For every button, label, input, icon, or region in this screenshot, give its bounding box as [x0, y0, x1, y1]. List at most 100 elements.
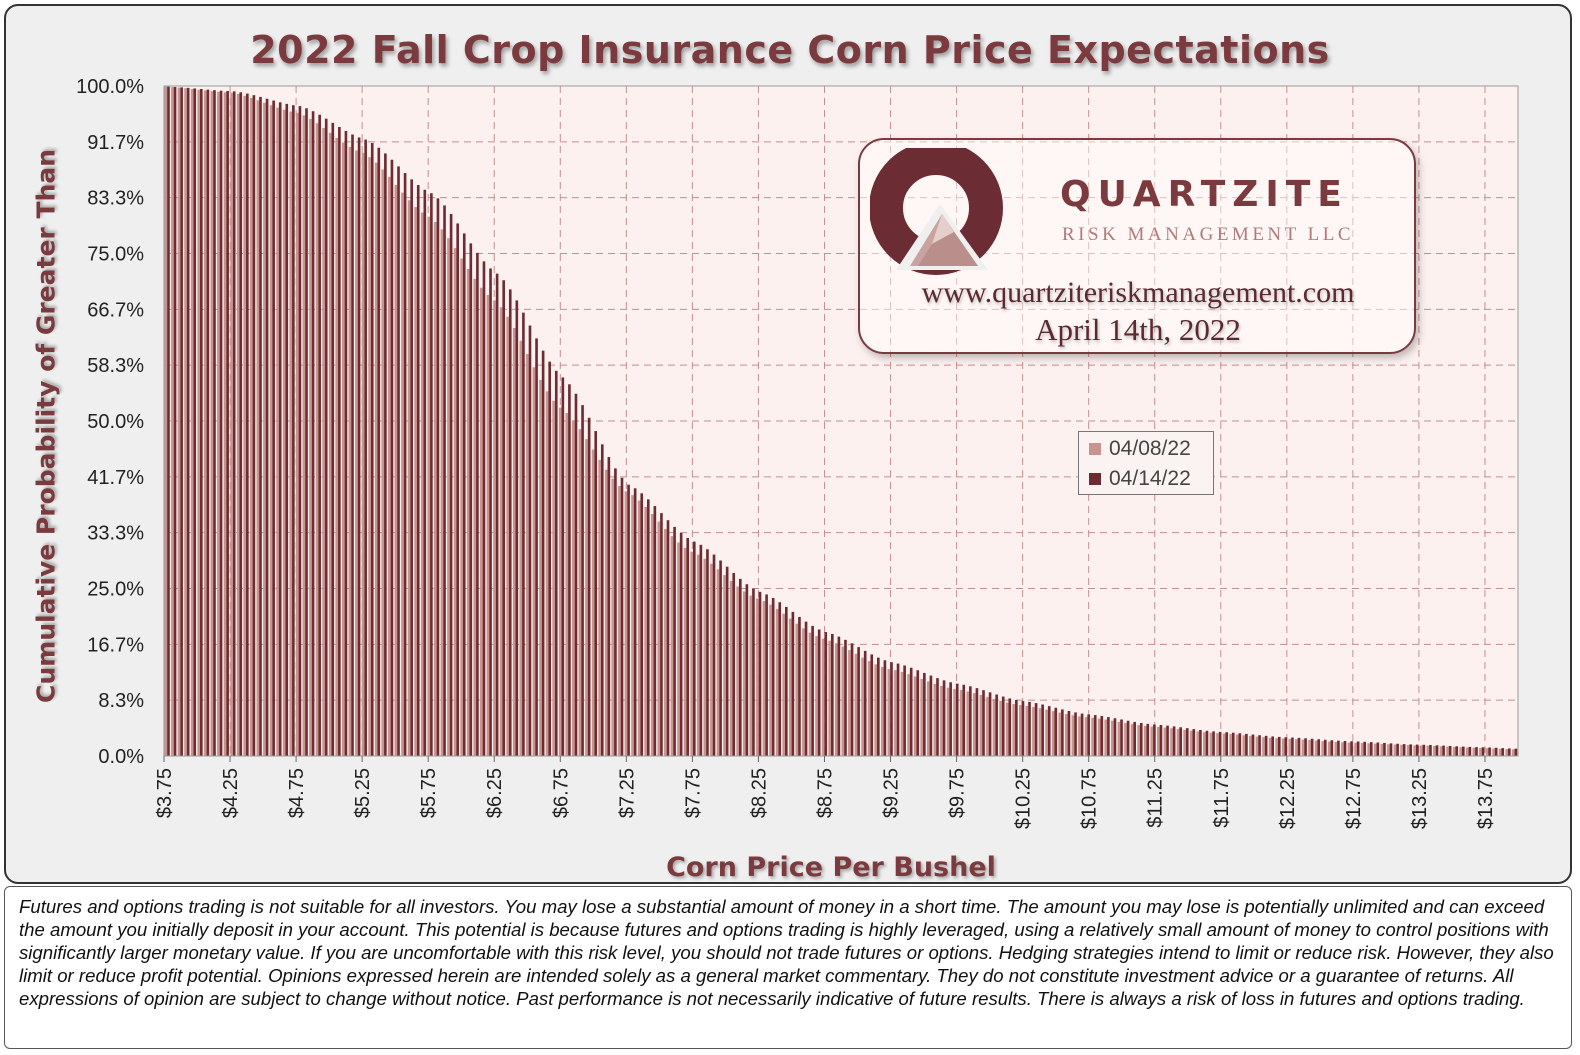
bar-series-2 — [633, 488, 637, 756]
bar-series-1 — [1419, 745, 1423, 756]
bar-series-2 — [449, 213, 453, 756]
bar-series-2 — [1205, 730, 1209, 756]
bar-series-2 — [903, 665, 906, 756]
chart-title: 2022 Fall Crop Insurance Corn Price Expe… — [250, 28, 1330, 72]
bar-series-1 — [683, 547, 687, 756]
bar-series-1 — [1032, 706, 1035, 756]
bar-series-2 — [1061, 709, 1064, 756]
bar-series-2 — [1291, 737, 1294, 756]
bar-series-2 — [443, 205, 446, 757]
quartzite-logo-icon — [870, 148, 1003, 275]
bar-series-1 — [381, 169, 385, 757]
bar-series-2 — [1225, 732, 1229, 756]
y-tick-label: 41.7% — [87, 467, 144, 489]
bar-series-2 — [364, 139, 367, 757]
bar-series-1 — [578, 429, 582, 756]
bar-series-2 — [995, 694, 998, 756]
bar-series-1 — [1498, 748, 1502, 756]
bar-series-1 — [440, 229, 444, 756]
bar-series-1 — [1091, 717, 1094, 756]
bar-series-2 — [778, 602, 782, 756]
bar-series-1 — [828, 640, 832, 756]
bar-series-1 — [1465, 747, 1469, 756]
x-tick-label: $9.75 — [947, 768, 969, 818]
bar-series-2 — [1264, 735, 1268, 756]
bar-series-1 — [1452, 746, 1456, 756]
bar-series-1 — [249, 97, 253, 756]
bar-series-1 — [427, 216, 431, 756]
website-text: www.quartziteriskmanagement.com — [921, 276, 1355, 309]
bar-series-2 — [1008, 698, 1012, 756]
bar-series-2 — [246, 93, 249, 757]
bar-series-2 — [568, 384, 571, 756]
bar-series-1 — [374, 162, 378, 756]
bar-series-1 — [1354, 742, 1357, 756]
bar-series-2 — [1429, 745, 1432, 756]
bar-series-1 — [1400, 744, 1403, 756]
bar-series-2 — [923, 672, 926, 756]
bar-series-2 — [850, 643, 854, 756]
bar-series-1 — [690, 551, 693, 756]
x-tick-label: $13.25 — [1409, 768, 1431, 829]
bar-series-2 — [988, 692, 992, 756]
bar-series-2 — [896, 663, 900, 756]
bar-series-2 — [1350, 741, 1353, 756]
bar-series-1 — [867, 661, 871, 756]
bar-series-1 — [729, 580, 733, 756]
bar-series-2 — [1317, 739, 1321, 756]
bar-series-2 — [318, 114, 321, 757]
bar-series-1 — [631, 495, 634, 756]
bar-series-1 — [1281, 738, 1285, 756]
bar-series-2 — [811, 625, 814, 756]
bar-series-2 — [331, 122, 335, 757]
bar-series-2 — [936, 678, 939, 756]
bar-series-1 — [1111, 720, 1114, 756]
bar-series-2 — [791, 611, 795, 756]
bar-series-2 — [476, 252, 479, 756]
x-tick-label: $6.25 — [484, 768, 506, 818]
bar-series-2 — [1514, 748, 1518, 756]
bar-series-1 — [217, 91, 220, 756]
bar-series-1 — [1203, 732, 1206, 756]
bar-series-2 — [719, 560, 722, 756]
bar-series-2 — [1120, 719, 1123, 756]
bar-series-2 — [771, 597, 775, 756]
bar-series-2 — [186, 87, 190, 757]
bar-series-1 — [959, 690, 963, 756]
axes — [163, 85, 1519, 757]
bar-series-2 — [804, 621, 808, 756]
bar-series-1 — [1295, 739, 1298, 756]
bar-series-1 — [236, 93, 240, 757]
bar-series-2 — [528, 325, 532, 756]
bar-series-1 — [946, 687, 950, 756]
bar-series-1 — [992, 699, 996, 756]
bar-series-1 — [670, 536, 674, 756]
bar-series-1 — [368, 157, 371, 756]
bar-series-1 — [1130, 724, 1134, 756]
bar-series-2 — [554, 370, 558, 756]
bar-series-2 — [324, 118, 328, 757]
bar-series-1 — [696, 554, 700, 756]
bar-series-1 — [1170, 728, 1173, 756]
legend-swatch — [1089, 443, 1101, 455]
bar-series-2 — [1185, 728, 1189, 756]
bar-series-1 — [256, 100, 260, 757]
bar-series-2 — [206, 89, 210, 756]
brand-subtitle: RISK MANAGEMENT LLC — [1062, 224, 1355, 245]
bar-series-1 — [762, 601, 766, 756]
bar-series-1 — [1360, 743, 1364, 756]
bar-series-1 — [420, 212, 424, 756]
bar-series-1 — [512, 328, 516, 756]
bar-series-2 — [890, 662, 893, 756]
bar-series-2 — [1245, 733, 1248, 756]
bar-series-2 — [1481, 747, 1485, 756]
bar-series-1 — [1097, 718, 1101, 756]
bar-series-1 — [394, 184, 398, 756]
bar-series-2 — [535, 338, 538, 756]
y-tick-label: 8.3% — [98, 690, 144, 712]
bar-series-1 — [736, 586, 739, 756]
bar-series-2 — [1179, 727, 1182, 756]
legend: 04/08/22 04/14/22 — [1078, 431, 1214, 495]
legend-label: 04/14/22 — [1109, 467, 1191, 490]
bar-series-1 — [802, 628, 805, 756]
